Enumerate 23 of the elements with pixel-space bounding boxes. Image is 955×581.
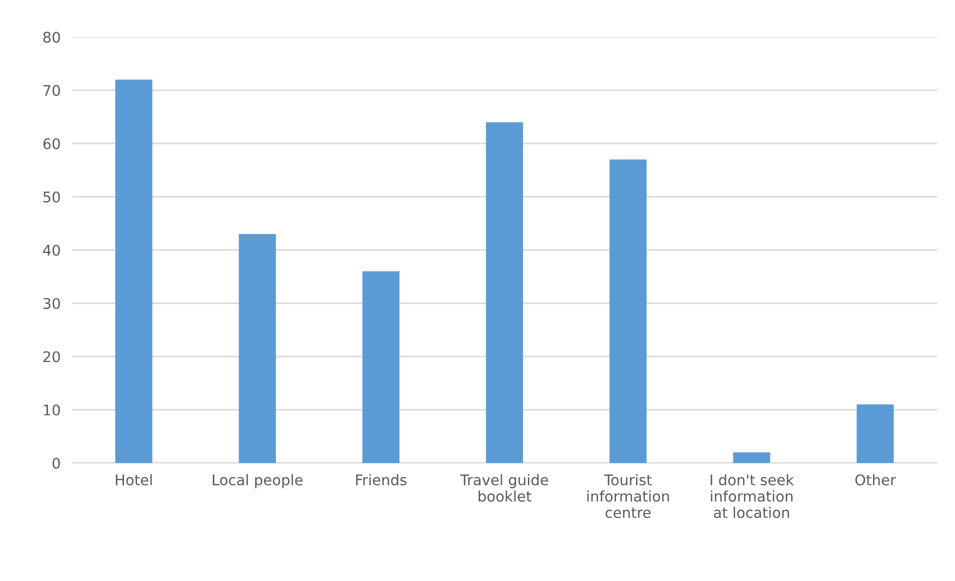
bar [856,404,894,463]
bar [115,80,152,463]
y-tick-label: 20 [43,351,60,362]
y-tick-label: 80 [43,32,60,43]
x-tick-label: Local people [212,474,303,488]
y-tick-label: 40 [43,244,60,256]
x-tick-label: Tourist information centre [587,474,669,518]
x-tick-label: I don't seek information at location [710,474,794,518]
bar [733,452,770,463]
x-tick-label: Other [855,474,896,486]
bar [362,271,400,463]
y-tick-label: 30 [43,298,60,309]
y-tick-label: 70 [44,84,60,96]
y-tick-label: 10 [44,404,60,416]
bar [238,234,276,463]
y-tick-label: 60 [43,138,60,150]
x-tick-label: Travel guide booklet [460,474,548,502]
y-tick-label: 50 [43,191,60,202]
x-tick-label: Hotel [116,474,152,486]
y-tick-label: 0 [52,458,60,469]
bar [610,159,647,463]
x-tick-label: Friends [356,474,406,486]
bar [486,122,524,463]
